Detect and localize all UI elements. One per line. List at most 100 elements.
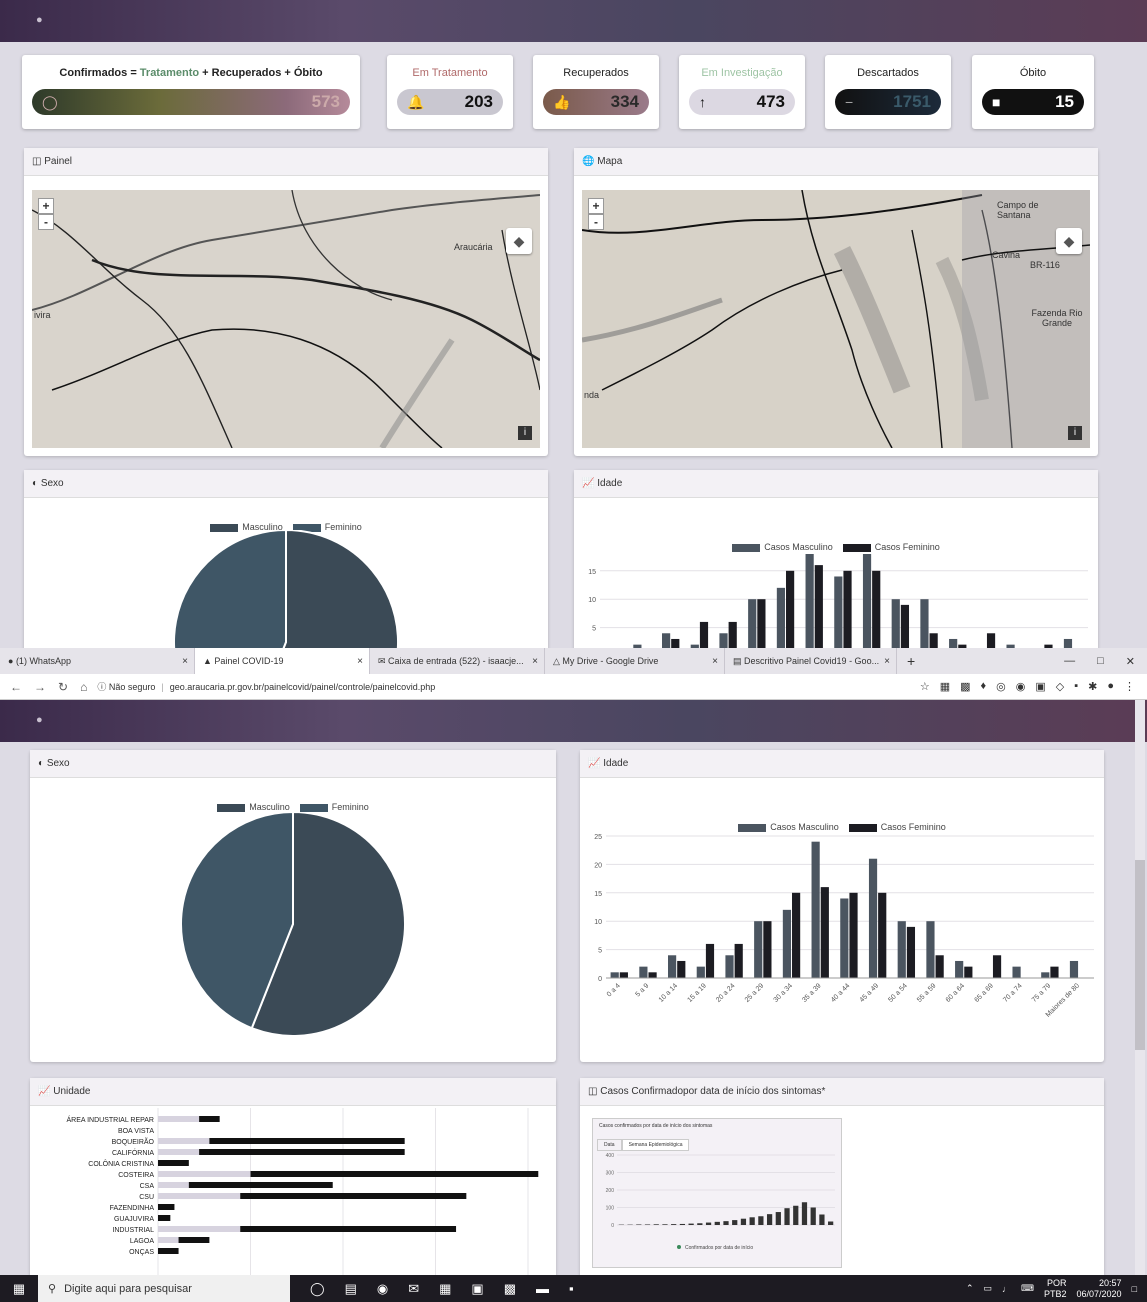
cortana-icon[interactable]: ◯ bbox=[310, 1280, 325, 1296]
panel-casos-title: Casos Confirmadopor data de início dos s… bbox=[600, 1086, 826, 1097]
bar-masc bbox=[748, 599, 757, 648]
explorer-icon[interactable]: ▬ bbox=[536, 1280, 549, 1296]
card-em-tratamento[interactable]: Em Tratamento 🔔 203 bbox=[387, 55, 513, 129]
tab-gmail-label: Caixa de entrada (522) - isaacje... bbox=[388, 656, 524, 666]
tab-whatsapp[interactable]: ● (1) WhatsApp × bbox=[0, 648, 195, 674]
new-tab-button[interactable]: + bbox=[907, 653, 916, 669]
app-icon[interactable]: ▪ bbox=[569, 1280, 574, 1296]
casos-embedded-title: Casos confirmados por data de início dos… bbox=[599, 1123, 713, 1129]
extension-icon[interactable]: ♦ bbox=[980, 680, 987, 692]
extension-icon[interactable]: ◇ bbox=[1055, 681, 1065, 693]
card-recuperados[interactable]: Recuperados 👍 334 bbox=[533, 55, 659, 129]
keyboard-icon[interactable]: ⌨ bbox=[1021, 1283, 1034, 1293]
extension-icon[interactable]: ▣ bbox=[1035, 681, 1046, 693]
panel-casos: ◫ Casos Confirmadopor data de início dos… bbox=[580, 1078, 1104, 1275]
painel-info-icon[interactable]: i bbox=[518, 426, 532, 440]
card-obito[interactable]: Óbito ■ 15 bbox=[972, 55, 1094, 129]
file-icon[interactable]: ▩ bbox=[503, 1280, 516, 1296]
idade-preview-legend-fem[interactable]: Casos Feminino bbox=[842, 542, 940, 552]
card-em-investigacao[interactable]: Em Investigação ↑ 473 bbox=[679, 55, 805, 129]
mapa-zoom-out-button[interactable]: - bbox=[588, 214, 604, 230]
puzzle-icon[interactable]: ✱ bbox=[1088, 681, 1098, 693]
painel-zoom-in-button[interactable]: + bbox=[38, 198, 54, 214]
chrome-icon[interactable]: ◉ bbox=[376, 1280, 389, 1296]
painel-layers-icon[interactable]: ◆ bbox=[506, 228, 532, 254]
calculator-icon[interactable]: ▦ bbox=[439, 1280, 452, 1296]
taskbar-search[interactable]: ⚲ Digite aqui para pesquisar bbox=[38, 1275, 290, 1302]
card-em-tratamento-title: Em Tratamento bbox=[412, 67, 488, 79]
mapa-zoom-in-button[interactable]: + bbox=[588, 198, 604, 214]
chevron-up-icon[interactable]: ⌃ bbox=[965, 1283, 974, 1293]
idade-preview-legend-masc[interactable]: Casos Masculino bbox=[732, 542, 833, 552]
language-indicator[interactable]: POR PTB2 bbox=[1044, 1278, 1067, 1300]
bar-masc bbox=[840, 898, 849, 978]
card-descartados[interactable]: Descartados − 1751 bbox=[825, 55, 951, 129]
idade-legend-masc[interactable]: Casos Masculino bbox=[738, 822, 839, 832]
x-tick-label: 15 a 19 bbox=[686, 982, 708, 1004]
painel-zoom-out-button[interactable]: - bbox=[38, 214, 54, 230]
minimize-icon[interactable]: — bbox=[1064, 654, 1076, 667]
mapa-info-icon[interactable]: i bbox=[1068, 426, 1082, 440]
store-icon[interactable]: ▣ bbox=[471, 1280, 484, 1296]
home-icon[interactable]: ⌂ bbox=[80, 679, 88, 694]
casos-bar bbox=[714, 1221, 720, 1225]
reload-icon[interactable]: ↻ bbox=[58, 679, 69, 694]
close-tab-icon[interactable]: × bbox=[182, 655, 188, 667]
user-icon[interactable]: ● bbox=[36, 714, 43, 726]
bar-fem bbox=[705, 943, 715, 978]
avatar[interactable]: ● bbox=[1107, 680, 1114, 692]
tab-painel-covid[interactable]: ▲ Painel COVID-19 × bbox=[195, 648, 370, 674]
extension-icon[interactable]: ◉ bbox=[1015, 681, 1026, 693]
unidade-bar-confirmados bbox=[199, 1149, 405, 1155]
mapa-map-roads bbox=[582, 190, 1090, 448]
mapa-map[interactable]: + - ◆ i Campo de Santana BR-116 Fazenda … bbox=[582, 190, 1090, 448]
close-tab-icon[interactable]: × bbox=[357, 655, 363, 667]
window-controls: — □ ✕ bbox=[1064, 655, 1147, 668]
idade-legend-fem[interactable]: Casos Feminino bbox=[848, 822, 946, 832]
mail-icon[interactable]: ✉ bbox=[408, 1280, 420, 1296]
taskbar-clock[interactable]: 20:57 06/07/2020 bbox=[1077, 1278, 1122, 1300]
extension-icon[interactable]: ◎ bbox=[996, 681, 1006, 693]
category-label: COSTEIRA bbox=[118, 1172, 154, 1179]
x-tick-label: 10 a 14 bbox=[658, 982, 680, 1004]
sexo-pie-chart bbox=[180, 812, 406, 1037]
close-tab-icon[interactable]: × bbox=[884, 655, 890, 667]
unidade-bar-investigacao bbox=[158, 1171, 251, 1177]
tab-descritivo[interactable]: ▤ Descritivo Painel Covid19 - Goo... × bbox=[725, 648, 897, 674]
tab-gmail[interactable]: ✉ Caixa de entrada (522) - isaacje... × bbox=[370, 648, 545, 674]
url-field[interactable]: geo.araucaria.pr.gov.br/painelcovid/pain… bbox=[169, 681, 436, 692]
y-tick-label: 300 bbox=[606, 1171, 615, 1177]
volume-icon[interactable]: ♩ bbox=[1002, 1283, 1011, 1294]
close-tab-icon[interactable]: × bbox=[532, 655, 538, 667]
painel-map[interactable]: + - ◆ i Araucária ivira bbox=[32, 190, 540, 448]
maximize-icon[interactable]: □ bbox=[1097, 654, 1104, 667]
notifications-icon[interactable]: □ bbox=[1131, 1283, 1137, 1294]
mapa-layers-icon[interactable]: ◆ bbox=[1056, 228, 1082, 254]
info-circle-icon[interactable]: ⓘ bbox=[97, 682, 109, 692]
sexo-preview-legend-masculino[interactable]: Masculino bbox=[210, 522, 283, 532]
extension-icon[interactable]: ▦ bbox=[939, 681, 951, 693]
close-tab-icon[interactable]: × bbox=[712, 655, 718, 667]
task-view-icon[interactable]: ▤ bbox=[344, 1280, 357, 1296]
close-window-icon[interactable]: ✕ bbox=[1125, 655, 1135, 668]
sexo-legend-masculino[interactable]: Masculino bbox=[217, 802, 290, 812]
sexo-preview-legend-feminino[interactable]: Feminino bbox=[292, 522, 362, 532]
card-confirmados[interactable]: Confirmados = Tratamento + Recuperados +… bbox=[22, 55, 360, 129]
windows-start-icon[interactable]: ▦ bbox=[12, 1280, 26, 1296]
unidade-bar-investigacao bbox=[158, 1193, 241, 1199]
sexo-legend-feminino[interactable]: Feminino bbox=[299, 802, 369, 812]
star-icon[interactable]: ☆ bbox=[919, 681, 930, 693]
extension-icon[interactable]: ▪ bbox=[1074, 680, 1079, 692]
tab-google-drive[interactable]: △ My Drive - Google Drive × bbox=[545, 648, 725, 674]
bar-fem bbox=[1044, 644, 1053, 648]
network-icon[interactable]: ▭ bbox=[983, 1283, 992, 1293]
back-icon[interactable]: ← bbox=[10, 679, 22, 694]
user-icon[interactable]: ● bbox=[36, 14, 43, 26]
scrollbar-thumb[interactable] bbox=[1135, 860, 1145, 1050]
casos-embedded-chart[interactable]: Casos confirmados por data de início dos… bbox=[592, 1118, 842, 1268]
casos-tab-data[interactable]: Data bbox=[597, 1139, 622, 1151]
extension-icon[interactable]: ▩ bbox=[960, 681, 971, 693]
forward-icon[interactable]: → bbox=[34, 679, 46, 694]
menu-kebab-icon[interactable]: ⋮ bbox=[1124, 681, 1135, 693]
casos-tab-semana[interactable]: Semana Epidemiológica bbox=[621, 1139, 690, 1151]
